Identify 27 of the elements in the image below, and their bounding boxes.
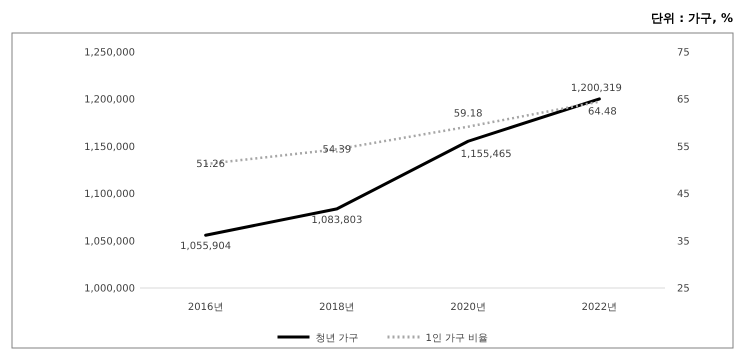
y-tick-label: 1,150,000	[84, 142, 135, 153]
y-tick-label: 1,250,000	[84, 48, 135, 58]
data-label: 1,055,904	[180, 241, 232, 252]
y2-tick-label: 35	[677, 236, 690, 248]
data-label: 1,155,465	[460, 149, 512, 160]
x-tick-label: 2022년	[582, 302, 618, 313]
data-label: 54.39	[322, 144, 352, 156]
data-label: 59.18	[454, 108, 482, 120]
x-tick-label: 2018년	[319, 302, 355, 313]
x-tick-label: 2016년	[188, 302, 224, 313]
data-label: 1,200,319	[570, 82, 622, 94]
y2-tick-label: 25	[677, 284, 690, 294]
data-label: 64.48	[588, 106, 617, 118]
y2-tick-label: 75	[677, 48, 690, 58]
y-tick-label: 1,000,000	[84, 284, 135, 294]
y-tick-label: 1,200,000	[84, 94, 135, 106]
data-label: 51.26	[196, 159, 225, 170]
y-tick-label: 1,050,000	[84, 236, 135, 248]
y2-tick-label: 45	[677, 189, 690, 200]
y2-tick-label: 55	[677, 142, 690, 153]
data-label: 1,083,803	[311, 214, 362, 226]
legend-label: 청년 가구	[316, 333, 359, 344]
x-tick-label: 2020년	[450, 302, 486, 313]
legend-label: 1인 가구 비율	[426, 333, 488, 344]
text: 단위 : 가구, %	[651, 11, 733, 25]
y-tick-label: 1,100,000	[84, 189, 135, 200]
y2-tick-label: 65	[677, 94, 690, 106]
